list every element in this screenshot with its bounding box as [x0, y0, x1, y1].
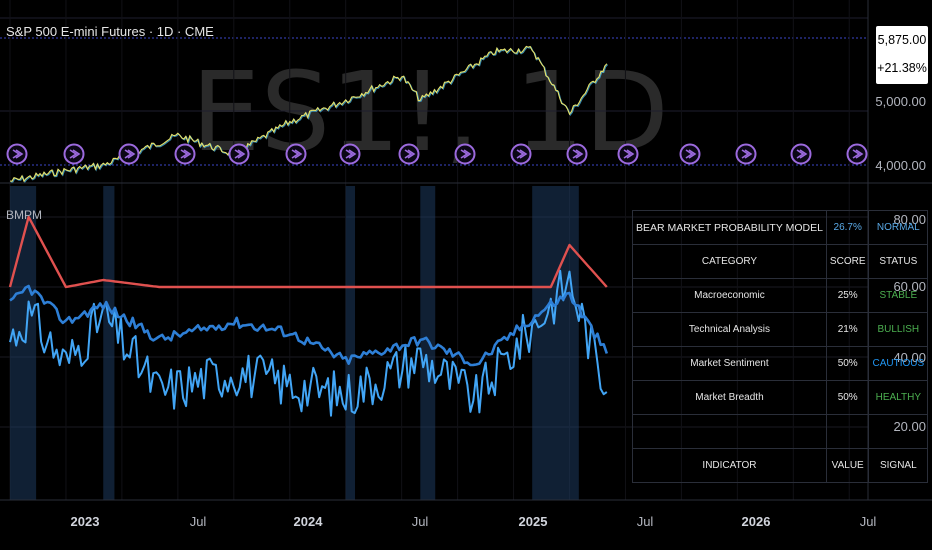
highlight-band [103, 186, 115, 500]
oscillator-line [8, 215, 608, 289]
event-icon-glyph [623, 149, 635, 159]
column-header: INDICATOR [632, 448, 827, 483]
change-percent: +21.38% [877, 61, 927, 75]
event-icon-glyph [516, 149, 528, 159]
watermark: ES1!, 1D [191, 48, 669, 176]
x-axis-label: 2023 [70, 514, 100, 529]
event-icon [6, 143, 28, 165]
event-icon-glyph [234, 149, 246, 159]
table-header-row: INDICATOR VALUE SIGNAL [632, 448, 929, 483]
price-line [9, 45, 608, 183]
event-icon-glyph [291, 149, 303, 159]
event-icon-glyph [124, 149, 136, 159]
event-icon [454, 143, 476, 165]
event-icon [63, 143, 85, 165]
table-row: Market Sentiment 50% CAUTIOUS [632, 346, 929, 381]
table-row: Technical Analysis 21% BULLISH [632, 312, 929, 347]
price-line-shadow [10, 46, 609, 184]
column-header: CATEGORY [632, 244, 827, 279]
table-spacer-row [632, 414, 929, 449]
highlight-band [345, 186, 356, 500]
event-icon-glyph [460, 149, 472, 159]
column-header: SIGNAL [868, 448, 929, 483]
highlight-band [532, 186, 579, 500]
event-icon [339, 143, 361, 165]
category-cell: Technical Analysis [632, 312, 827, 347]
event-icon [174, 143, 196, 165]
event-icon [285, 143, 307, 165]
event-icon-glyph [404, 149, 416, 159]
table-title-row: BEAR MARKET PROBABILITY MODEL 26.7% NORM… [632, 210, 929, 245]
event-icon [566, 143, 588, 165]
x-axis-label: Jul [859, 514, 877, 529]
event-icon-glyph [345, 149, 357, 159]
event-icon [398, 143, 420, 165]
score-cell: 50% [825, 380, 870, 415]
event-icon [735, 143, 757, 165]
event-icon-glyph [741, 149, 753, 159]
event-icon [846, 143, 868, 165]
table-row: Market Breadth 50% HEALTHY [632, 380, 929, 415]
x-axis-label: Jul [636, 514, 654, 529]
column-header: STATUS [868, 244, 929, 279]
table-header-row: CATEGORY SCORE STATUS [632, 244, 929, 279]
event-icon-glyph [180, 149, 192, 159]
status-cell: BULLISH [868, 312, 929, 347]
oscillator-line [9, 269, 608, 417]
status-cell: HEALTHY [868, 380, 929, 415]
oscillator-series [8, 215, 609, 417]
symbol-title: S&P 500 E-mini Futures · 1D · CME [6, 24, 214, 39]
column-header: SCORE [825, 244, 870, 279]
price-axis-label: 4,000.00 [875, 158, 926, 173]
event-icon [118, 143, 140, 165]
event-icon [679, 143, 701, 165]
x-axis-label: 2025 [518, 514, 548, 529]
column-header: VALUE [825, 448, 870, 483]
oscillator-line [9, 284, 609, 367]
table-row: Macroeconomic 25% STABLE [632, 278, 929, 313]
score-cell: 21% [825, 312, 870, 347]
event-icon [228, 143, 250, 165]
overall-status: NORMAL [868, 210, 929, 245]
score-cell: 25% [825, 278, 870, 313]
event-icon-glyph [69, 149, 81, 159]
category-cell: Market Breadth [632, 380, 827, 415]
score-cell: 50% [825, 346, 870, 381]
bear-market-table: BEAR MARKET PROBABILITY MODEL 26.7% NORM… [632, 210, 929, 483]
event-icon-glyph [12, 149, 24, 159]
event-icon-glyph [572, 149, 584, 159]
event-icon [790, 143, 812, 165]
highlight-bands [10, 186, 579, 500]
event-icon-glyph [852, 149, 864, 159]
price-axis-label: 5,000.00 [875, 94, 926, 109]
category-cell: Macroeconomic [632, 278, 827, 313]
probability-value: 26.7% [825, 210, 870, 245]
status-cell: CAUTIOUS [868, 346, 929, 381]
event-icon-glyph [685, 149, 697, 159]
highlight-band [420, 186, 436, 500]
event-icon [617, 143, 639, 165]
x-axis-label: Jul [411, 514, 429, 529]
last-price: 5,875.00 [877, 33, 927, 47]
last-price-badge: 5,875.00 +21.38% [876, 26, 928, 84]
category-cell: Market Sentiment [632, 346, 827, 381]
table-title: BEAR MARKET PROBABILITY MODEL [632, 210, 827, 245]
indicator-title: BMPM [6, 208, 42, 222]
price-series [9, 45, 609, 184]
x-axis-label: 2026 [741, 514, 771, 529]
highlight-band [10, 186, 37, 500]
status-cell: STABLE [868, 278, 929, 313]
event-icon-glyph [796, 149, 808, 159]
x-axis-label: 2024 [293, 514, 323, 529]
event-icons [6, 143, 868, 165]
x-axis-label: Jul [189, 514, 207, 529]
event-icon [510, 143, 532, 165]
